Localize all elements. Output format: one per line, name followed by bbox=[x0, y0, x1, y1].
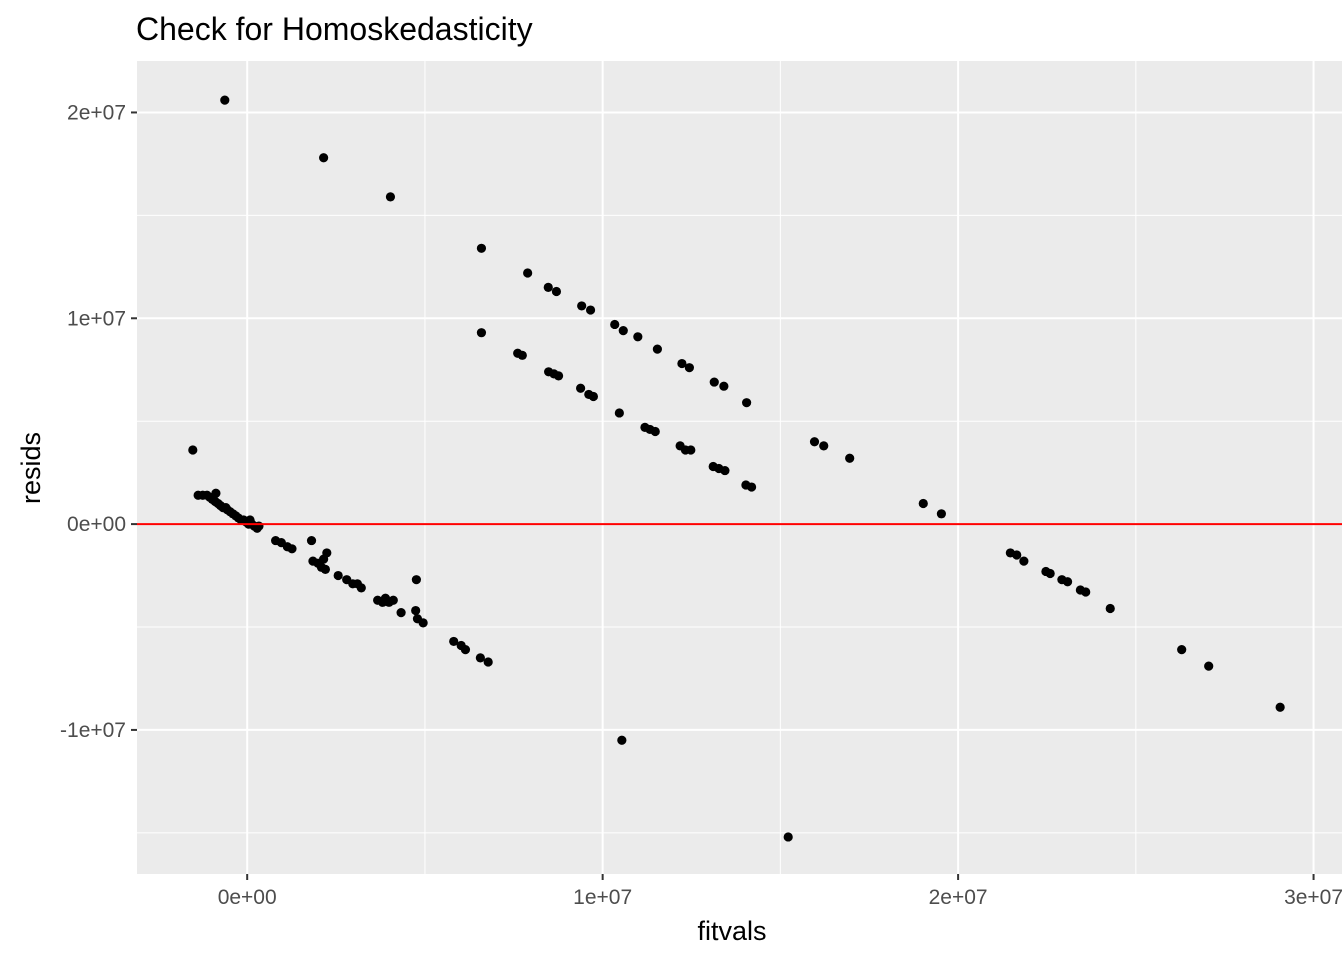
data-points bbox=[188, 95, 1285, 842]
data-point bbox=[411, 605, 421, 616]
data-point bbox=[585, 305, 596, 315]
data-point bbox=[652, 344, 662, 354]
data-point bbox=[576, 383, 586, 393]
y-axis: -1e+07 0e+00 1e+07 2e+07 bbox=[60, 101, 137, 742]
data-point bbox=[719, 381, 729, 391]
data-point bbox=[610, 319, 620, 330]
data-point bbox=[1204, 661, 1214, 671]
data-point bbox=[211, 488, 221, 498]
data-point bbox=[320, 564, 330, 574]
data-point bbox=[618, 326, 628, 336]
data-point bbox=[449, 636, 459, 647]
data-point bbox=[475, 653, 485, 663]
data-point bbox=[720, 465, 730, 476]
x-tick-label: 3e+07 bbox=[1284, 886, 1343, 909]
data-point bbox=[476, 328, 487, 338]
data-point bbox=[1062, 577, 1073, 587]
x-axis-title: fitvals bbox=[697, 916, 766, 946]
data-point bbox=[677, 358, 687, 369]
data-point bbox=[1081, 587, 1091, 597]
data-point bbox=[333, 570, 343, 581]
data-point bbox=[356, 583, 366, 593]
data-point bbox=[551, 286, 562, 297]
data-point bbox=[396, 608, 406, 618]
data-point bbox=[936, 509, 946, 519]
data-point bbox=[388, 595, 398, 605]
data-point bbox=[517, 350, 527, 360]
y-tick-label: 2e+07 bbox=[67, 101, 126, 124]
data-point bbox=[686, 445, 696, 455]
x-tick-label: 2e+07 bbox=[929, 886, 988, 909]
data-point bbox=[650, 426, 660, 437]
y-tick-label: 0e+00 bbox=[67, 513, 126, 536]
data-point bbox=[617, 735, 627, 745]
x-tick-label: 1e+07 bbox=[573, 886, 632, 909]
data-point bbox=[188, 445, 198, 455]
data-point bbox=[614, 408, 624, 418]
data-point bbox=[684, 363, 694, 373]
data-point bbox=[918, 498, 928, 509]
data-point bbox=[483, 657, 493, 667]
data-point bbox=[254, 521, 264, 531]
minor-gridlines bbox=[68, 61, 1342, 874]
data-point bbox=[1019, 556, 1029, 566]
data-point bbox=[418, 618, 428, 628]
data-point bbox=[819, 441, 829, 451]
data-point bbox=[411, 575, 421, 585]
data-point bbox=[577, 301, 587, 311]
chart-title: Check for Homoskedasticity bbox=[136, 11, 533, 47]
data-point bbox=[322, 548, 332, 558]
plot-panel bbox=[137, 61, 1342, 874]
x-axis: 0e+00 1e+07 2e+07 3e+07 bbox=[218, 874, 1343, 909]
data-point bbox=[783, 832, 793, 842]
data-point bbox=[1045, 568, 1055, 579]
data-point bbox=[523, 268, 533, 278]
data-point bbox=[742, 398, 752, 408]
data-point bbox=[460, 645, 471, 655]
data-point bbox=[709, 377, 719, 387]
x-tick-label: 0e+00 bbox=[218, 886, 277, 909]
data-point bbox=[385, 192, 396, 202]
y-tick-label: 1e+07 bbox=[67, 307, 126, 330]
data-point bbox=[1275, 702, 1285, 712]
data-point bbox=[1177, 645, 1187, 655]
data-point bbox=[287, 544, 297, 554]
data-point bbox=[746, 482, 757, 492]
data-point bbox=[1105, 603, 1115, 614]
data-point bbox=[319, 153, 329, 163]
data-point bbox=[845, 453, 855, 463]
data-point bbox=[476, 243, 487, 253]
data-point bbox=[220, 95, 230, 105]
data-point bbox=[588, 391, 599, 402]
y-axis-title: resids bbox=[16, 432, 46, 504]
y-tick-label: -1e+07 bbox=[60, 719, 126, 742]
data-point bbox=[1012, 550, 1022, 560]
data-point bbox=[633, 332, 643, 342]
data-point bbox=[306, 535, 317, 546]
data-point bbox=[543, 282, 553, 293]
data-point bbox=[809, 437, 820, 447]
data-point bbox=[553, 371, 564, 381]
